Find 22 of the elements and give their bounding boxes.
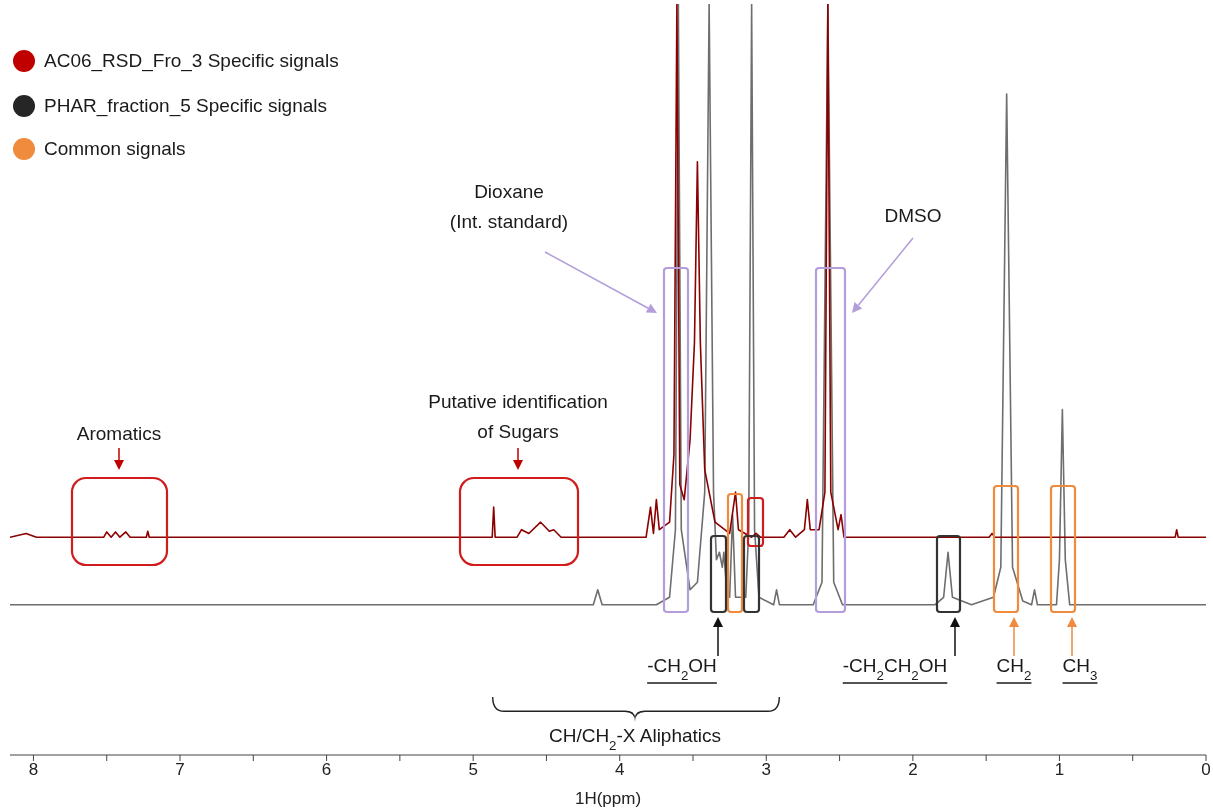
x-tick-label: 5 [468,760,478,780]
x-tick-label: 0 [1201,760,1211,780]
x-tick-label: 1 [1054,760,1065,780]
annotation: CH$_{2}$ [996,655,1032,683]
x-tick-label: 2 [908,760,918,780]
annotation: DMSO [884,205,942,226]
x-tick-label: 4 [614,760,625,780]
x-tick-label: 3 [761,760,772,780]
x-axis-title: 1H(ppm) [574,789,642,808]
annotation: PHAR_fraction_5 Specific signals [44,95,328,117]
x-tick-label: 8 [28,760,39,780]
annotation: Common signals [44,138,186,159]
annotation: Dioxane (Int. standard) [449,181,569,232]
annotation: CH/CH$_{2}$-X Aliphatics [548,725,722,753]
x-tick-label: 6 [321,760,332,780]
annotation: AC06_RSD_Fro_3 Specific signals [44,50,339,72]
annotation: CH$_{3}$ [1062,655,1098,683]
annotation: Putative identification of Sugars [428,391,608,442]
x-tick-label: 7 [175,760,185,780]
annotation: Aromatics [76,423,162,444]
annotation: -CH$_{2}$CH$_{2}$OH [842,655,948,683]
annotation: -CH$_{2}$OH [647,655,717,683]
